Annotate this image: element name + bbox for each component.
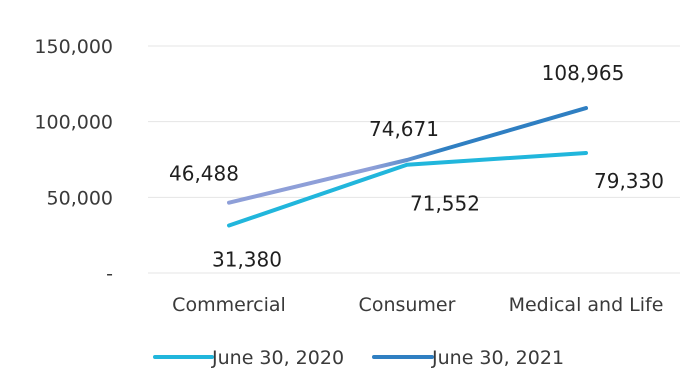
data-label: 71,552 [410, 192, 480, 216]
y-tick-label: - [106, 263, 113, 285]
legend: June 30, 2020 June 30, 2021 [155, 347, 564, 369]
legend-label: June 30, 2021 [431, 347, 564, 369]
y-tick-label: 50,000 [47, 187, 113, 209]
y-tick-label: 150,000 [34, 36, 113, 58]
x-category-label: Medical and Life [509, 294, 664, 316]
data-label: 31,380 [212, 248, 282, 272]
data-label: 74,671 [369, 117, 439, 141]
data-label: 79,330 [594, 169, 664, 193]
legend-label: June 30, 2020 [211, 347, 344, 369]
x-axis-category-labels: Commercial Consumer Medical and Life [172, 294, 663, 316]
x-category-label: Consumer [359, 294, 456, 316]
data-labels: 31,380 71,552 79,330 46,488 74,671 108,965 [169, 61, 664, 271]
y-axis-tick-labels: - 50,000 100,000 150,000 [34, 36, 113, 285]
y-tick-label: 100,000 [34, 112, 113, 134]
x-category-label: Commercial [172, 294, 286, 316]
data-label: 46,488 [169, 162, 239, 186]
data-label: 108,965 [542, 61, 625, 85]
